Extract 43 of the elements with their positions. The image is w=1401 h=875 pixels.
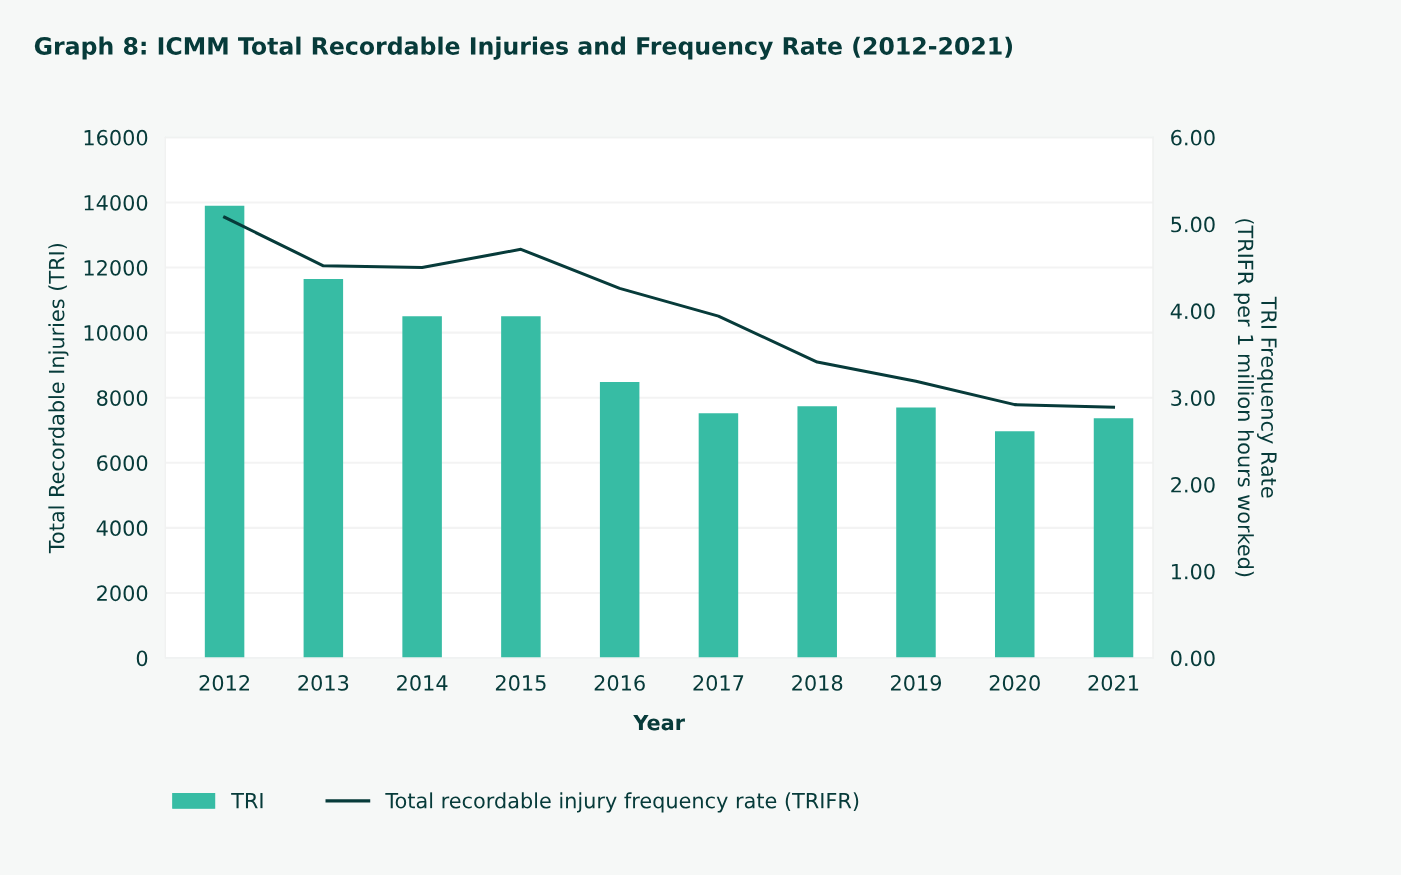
y-tick-label: 14000	[84, 194, 148, 211]
x-tick-label: 2020	[989, 675, 1040, 691]
x-tick-label: 2018	[792, 675, 843, 691]
y-tick-label: 0	[136, 650, 148, 667]
bar	[1093, 418, 1134, 658]
x-tick-label: 2016	[594, 675, 645, 691]
bar	[402, 316, 442, 658]
x-tick-label: 2013	[298, 675, 349, 691]
y-tick-label: 10000	[84, 325, 148, 341]
y-tick-label: 8000	[97, 390, 148, 406]
y-tick-label: 16000	[84, 129, 148, 146]
x-tick-label: 2014	[397, 675, 448, 691]
y2-tick-label: 0.00	[1171, 650, 1215, 667]
y-axis-title: Total Recordable Injuries (TRI)	[48, 243, 69, 554]
y2-tick-label: 6.00	[1171, 129, 1215, 146]
x-axis-title: Year	[633, 714, 685, 731]
bar	[698, 413, 739, 658]
y-tick-label: 12000	[84, 259, 148, 276]
y2-tick-label: 2.00	[1171, 476, 1215, 493]
bar	[797, 406, 837, 658]
x-tick-label: 2012	[199, 675, 249, 691]
y-tick-label: 2000	[97, 585, 148, 602]
y2-tick-label: 1.00	[1171, 563, 1215, 580]
y2-axis-title: TRI Frequency Rate (TRIFR per 1 million hours worked)	[1233, 219, 1277, 577]
bar	[204, 205, 245, 658]
x-tick-label: 2019	[890, 675, 942, 691]
bar	[896, 407, 936, 658]
bar	[994, 431, 1035, 658]
chart-title: Graph 8: ICMM Total Recordable Injuries and Frequency Rate (2012-2021)	[34, 36, 1012, 60]
legend-label: TRI	[231, 792, 263, 809]
y-tick-label: 6000	[97, 455, 148, 471]
bar	[501, 316, 541, 658]
x-tick-label: 2015	[495, 675, 546, 691]
y2-tick-label: 5.00	[1171, 216, 1215, 233]
bar	[599, 382, 640, 658]
y2-tick-label: 4.00	[1170, 303, 1215, 320]
legend-label: Total recordable injury frequency rate (TRIFR)	[385, 792, 859, 813]
x-tick-label: 2017	[693, 675, 744, 691]
bar	[303, 278, 344, 658]
y-tick-label: 4000	[96, 520, 148, 537]
x-tick-label: 2021	[1088, 675, 1139, 691]
line-series	[223, 215, 1116, 409]
y2-tick-label: 3.00	[1171, 390, 1215, 406]
